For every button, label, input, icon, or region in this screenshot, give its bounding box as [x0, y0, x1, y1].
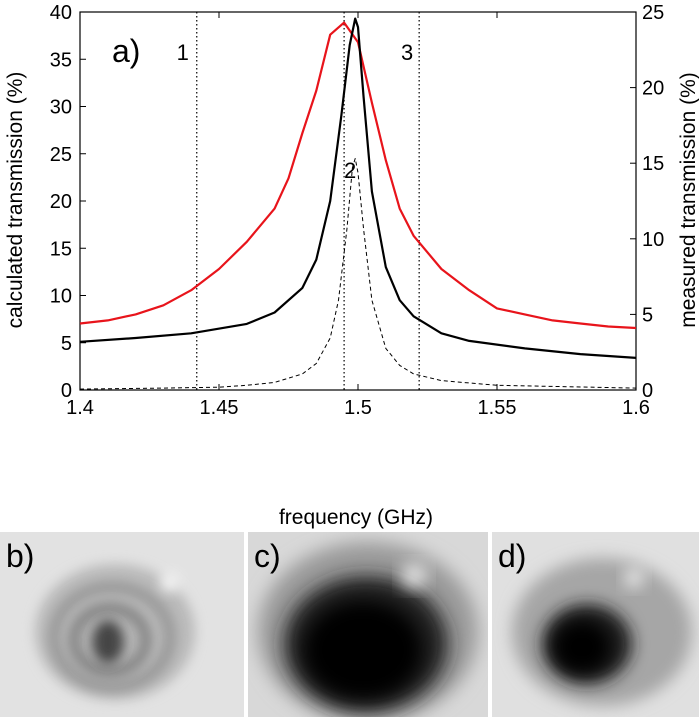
camera-image-d	[512, 558, 692, 706]
y-tick-label: 20	[50, 191, 72, 213]
x-tick-label: 1.4	[66, 397, 94, 419]
y-tick-label: 10	[50, 286, 72, 308]
y2-tick-label: 0	[642, 380, 653, 402]
y2-tick-label: 10	[642, 229, 664, 251]
y2-tick-label: 20	[642, 78, 664, 100]
camera-image-c	[258, 542, 478, 717]
x-tick-label: 1.55	[478, 397, 517, 419]
series-layer	[79, 17, 637, 390]
marker-label-3: 3	[401, 40, 413, 65]
x-tick-label: 1.5	[344, 397, 372, 419]
y-tick-label: 30	[50, 97, 72, 119]
photo-panel-b: b)	[0, 532, 244, 717]
y-tick-label: 25	[50, 144, 72, 166]
x-tick-label: 1.45	[200, 397, 239, 419]
y-tick-label: 5	[61, 333, 72, 355]
y-tick-label: 0	[61, 380, 72, 402]
series-line-0	[79, 21, 637, 330]
x-tick-label: 1.6	[622, 397, 650, 419]
marker-label-2: 2	[344, 158, 356, 183]
x-axis-label: frequency (GHz)	[279, 506, 433, 529]
y-tick-label: 35	[50, 49, 72, 71]
vertical-markers: 1 2 3	[177, 12, 420, 390]
marker-label-1: 1	[177, 40, 189, 65]
series-line-1	[79, 17, 637, 359]
photo-panel-c: c)	[248, 532, 488, 717]
y2-tick-label: 15	[642, 153, 664, 175]
transmission-chart: 123 1.4 1.45 1.5 1.55 1.60510152025303540051…	[4, 2, 699, 529]
photo-panel-label-d: d)	[498, 538, 527, 574]
panel-label-a: a)	[112, 33, 140, 69]
camera-image-b	[35, 564, 195, 700]
y2-tick-label: 5	[642, 304, 653, 326]
photo-panel-d: d)	[492, 532, 699, 717]
y-axis-label: calculated transmission (%)	[4, 72, 27, 329]
series-line-2	[79, 158, 637, 390]
photo-panel-label-b: b)	[6, 538, 35, 574]
y2-tick-label: 25	[642, 2, 664, 24]
ticks-layer: 1.4 1.45 1.5 1.55 1.605101520253035400510152…	[50, 2, 665, 419]
y-tick-label: 15	[50, 238, 72, 260]
photo-panel-label-c: c)	[254, 538, 281, 574]
y-tick-label: 40	[50, 2, 72, 24]
y2-axis-label: measured transmission (%)	[677, 72, 699, 328]
plot-area-frame	[79, 11, 637, 391]
